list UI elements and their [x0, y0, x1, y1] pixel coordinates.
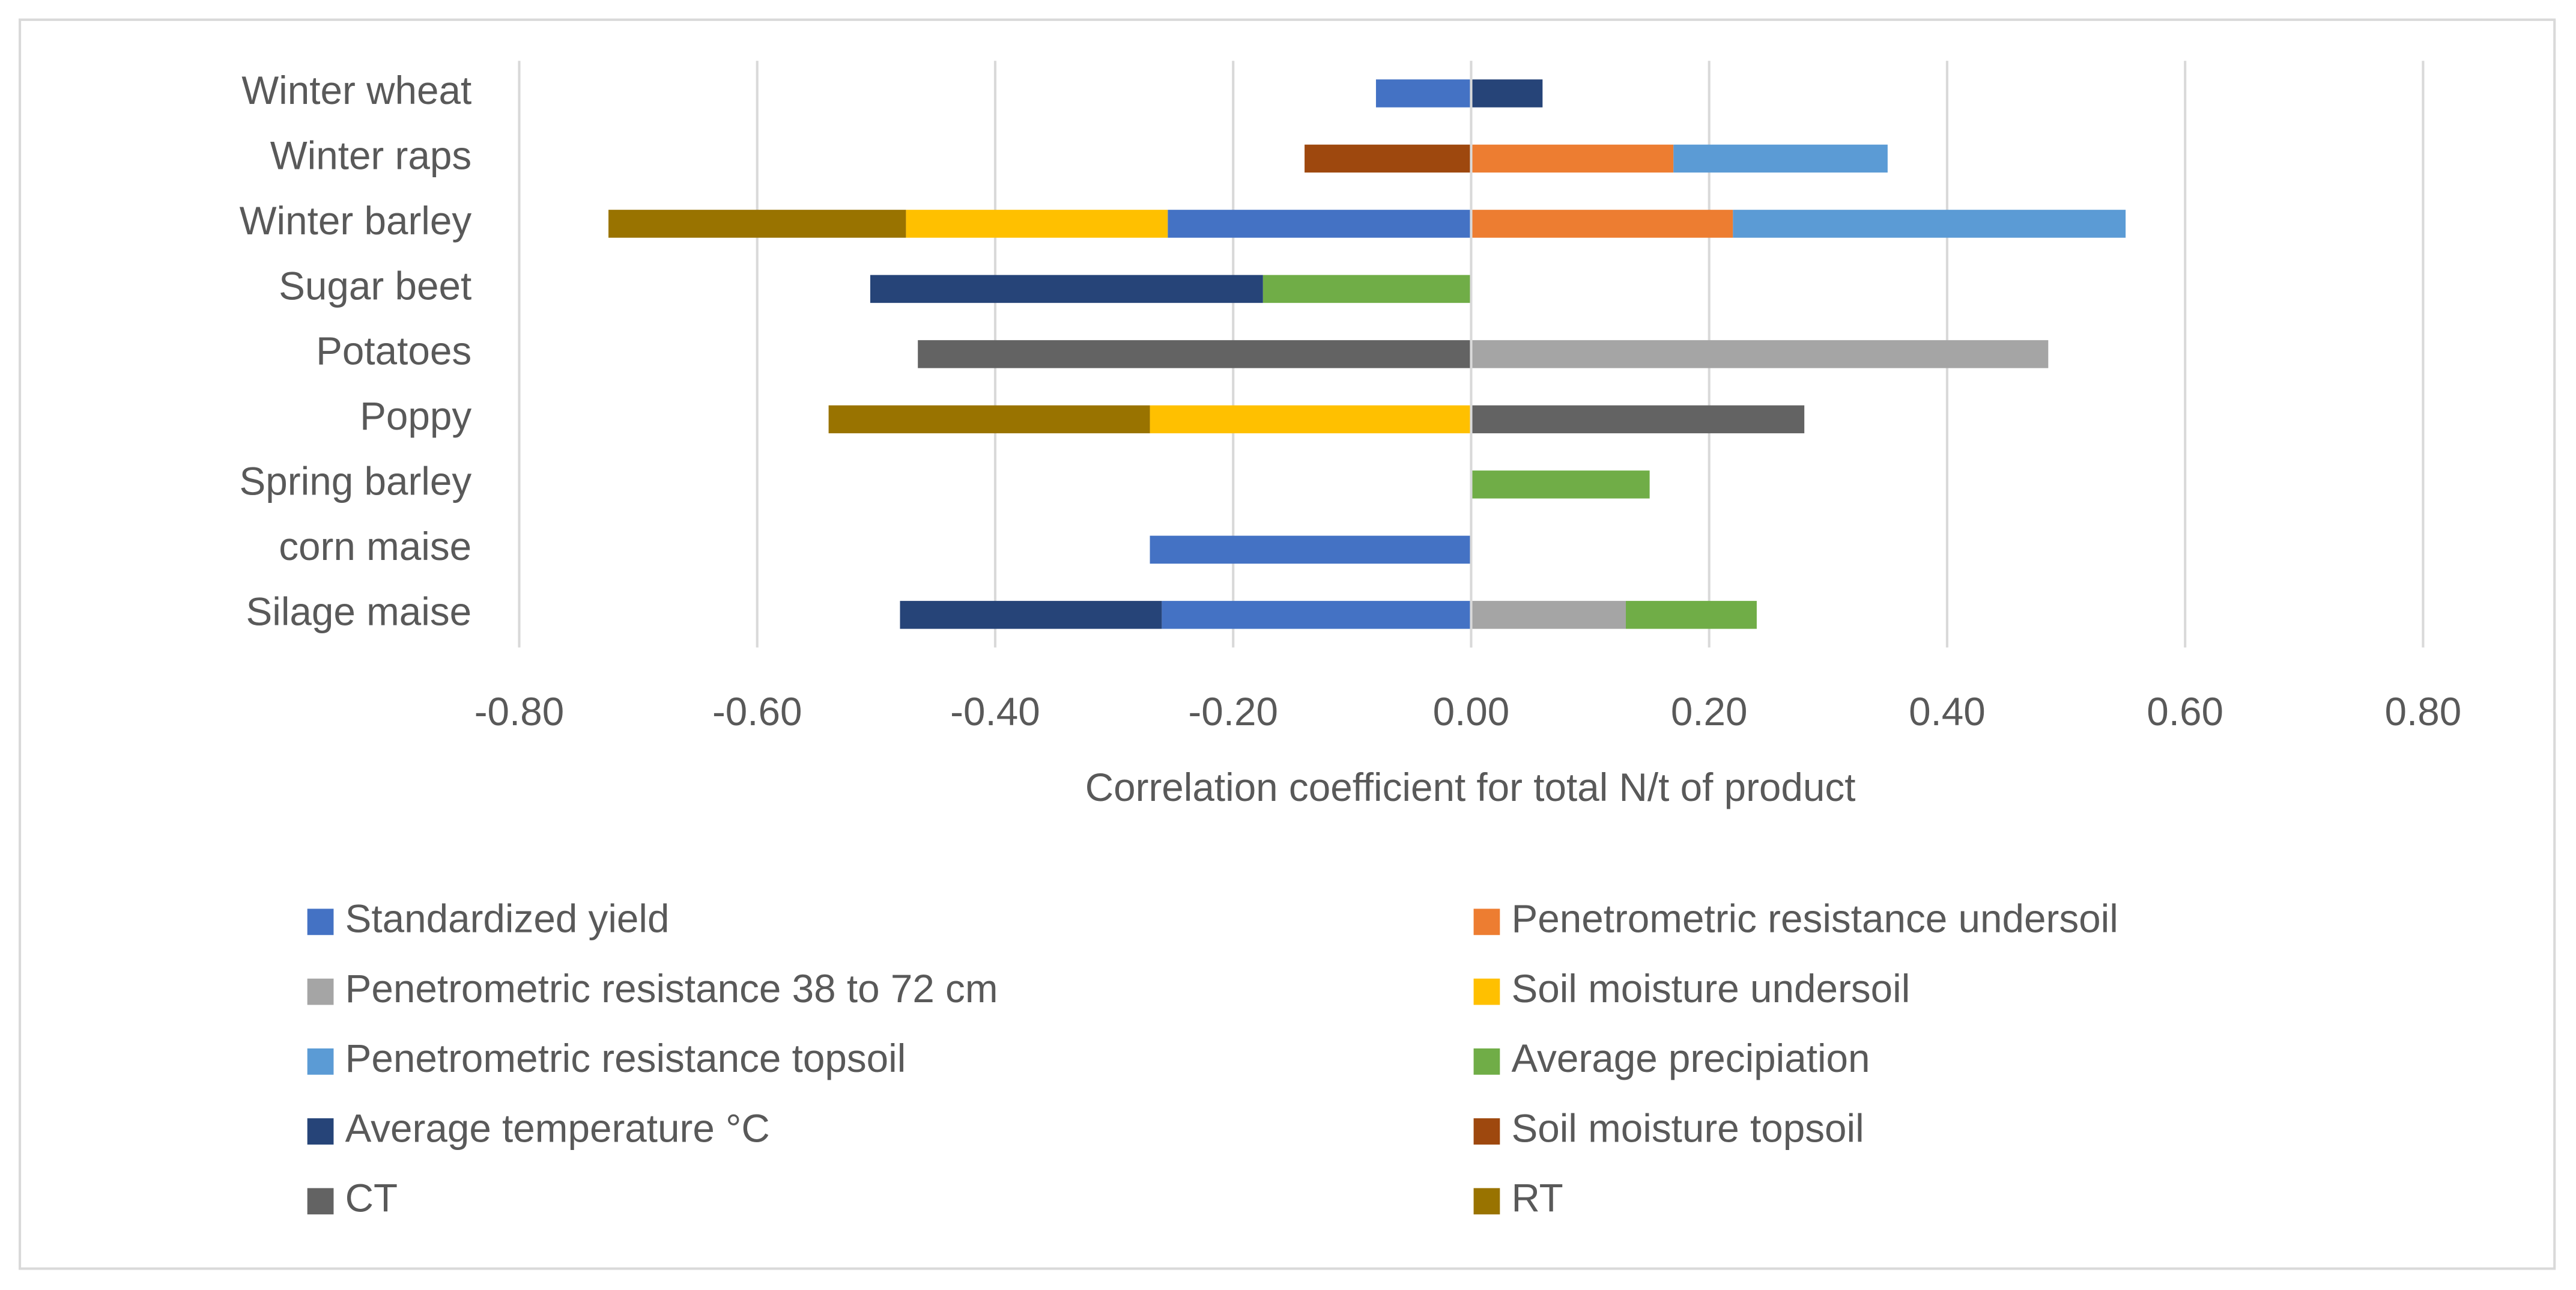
x-tick-label: 0.60 — [2147, 690, 2223, 734]
legend-label: Penetrometric resistance topsoil — [345, 1036, 906, 1080]
bar-segment — [918, 340, 1471, 368]
bar-segment — [1626, 601, 1757, 629]
y-tick-label: Winter barley — [240, 199, 472, 243]
legend-swatch — [1473, 1048, 1500, 1075]
x-tick-label: 0.80 — [2385, 690, 2462, 734]
legend-swatch — [307, 1118, 334, 1145]
legend-swatch — [1473, 1118, 1500, 1145]
legend-label: Standardized yield — [345, 897, 670, 941]
x-tick-label: 0.40 — [1909, 690, 1986, 734]
y-tick-label: Silage maise — [246, 590, 471, 634]
legend-swatch — [1473, 1188, 1500, 1215]
y-tick-label: corn maise — [279, 525, 471, 568]
legend-swatch — [307, 978, 334, 1005]
legend-swatch — [307, 908, 334, 936]
legend-label: RT — [1511, 1176, 1563, 1220]
bar-segment — [828, 405, 1150, 434]
legend-label: Soil moisture undersoil — [1511, 967, 1910, 1011]
bar-segment — [1168, 210, 1471, 238]
x-tick-label: -0.40 — [950, 690, 1040, 734]
legend-swatch — [307, 1188, 334, 1215]
y-tick-label: Winter raps — [270, 133, 472, 177]
bar-segment — [1471, 340, 2049, 368]
bar-segment — [906, 210, 1168, 238]
bar-segment — [1262, 275, 1471, 303]
x-tick-label: 0.20 — [1671, 690, 1748, 734]
bar-segment — [1150, 535, 1471, 564]
legend-label: Penetrometric resistance undersoil — [1511, 897, 2118, 941]
x-tick-label: 0.00 — [1433, 690, 1510, 734]
bar-segment — [1733, 210, 2126, 238]
legend-label: Soil moisture topsoil — [1511, 1106, 1864, 1150]
legend-swatch — [1473, 978, 1500, 1005]
bar-segment — [1471, 470, 1650, 499]
legend-label: Average precipiation — [1511, 1036, 1870, 1080]
bar-segment — [1673, 144, 1888, 173]
x-tick-label: -0.20 — [1188, 690, 1278, 734]
bar-segment — [1471, 405, 1805, 434]
bar-segment — [1305, 144, 1471, 173]
x-axis-title: Correlation coefficient for total N/t of… — [1085, 765, 1856, 809]
bar-segment — [1150, 405, 1471, 434]
y-tick-label: Poppy — [360, 394, 471, 438]
y-tick-label: Sugar beet — [279, 264, 471, 308]
x-tick-label: -0.80 — [474, 690, 565, 734]
legend-swatch — [307, 1048, 334, 1075]
bar-segment — [1162, 601, 1471, 629]
legend-label: Penetrometric resistance 38 to 72 cm — [345, 967, 998, 1011]
legend-label: CT — [345, 1176, 398, 1220]
legend-label: Average temperature °C — [345, 1106, 770, 1150]
x-tick-label: -0.60 — [712, 690, 802, 734]
bar-segment — [900, 601, 1162, 629]
bar-segment — [1471, 144, 1674, 173]
y-tick-label: Spring barley — [240, 460, 472, 504]
y-tick-label: Potatoes — [316, 329, 471, 373]
bar-segment — [608, 210, 906, 238]
bar-segment — [870, 275, 1263, 303]
y-tick-label: Winter wheat — [241, 68, 471, 112]
bar-segment — [1471, 210, 1733, 238]
bar-segment — [1471, 79, 1543, 108]
bar-segment — [1471, 601, 1626, 629]
legend-swatch — [1473, 908, 1500, 936]
bar-segment — [1375, 79, 1471, 108]
